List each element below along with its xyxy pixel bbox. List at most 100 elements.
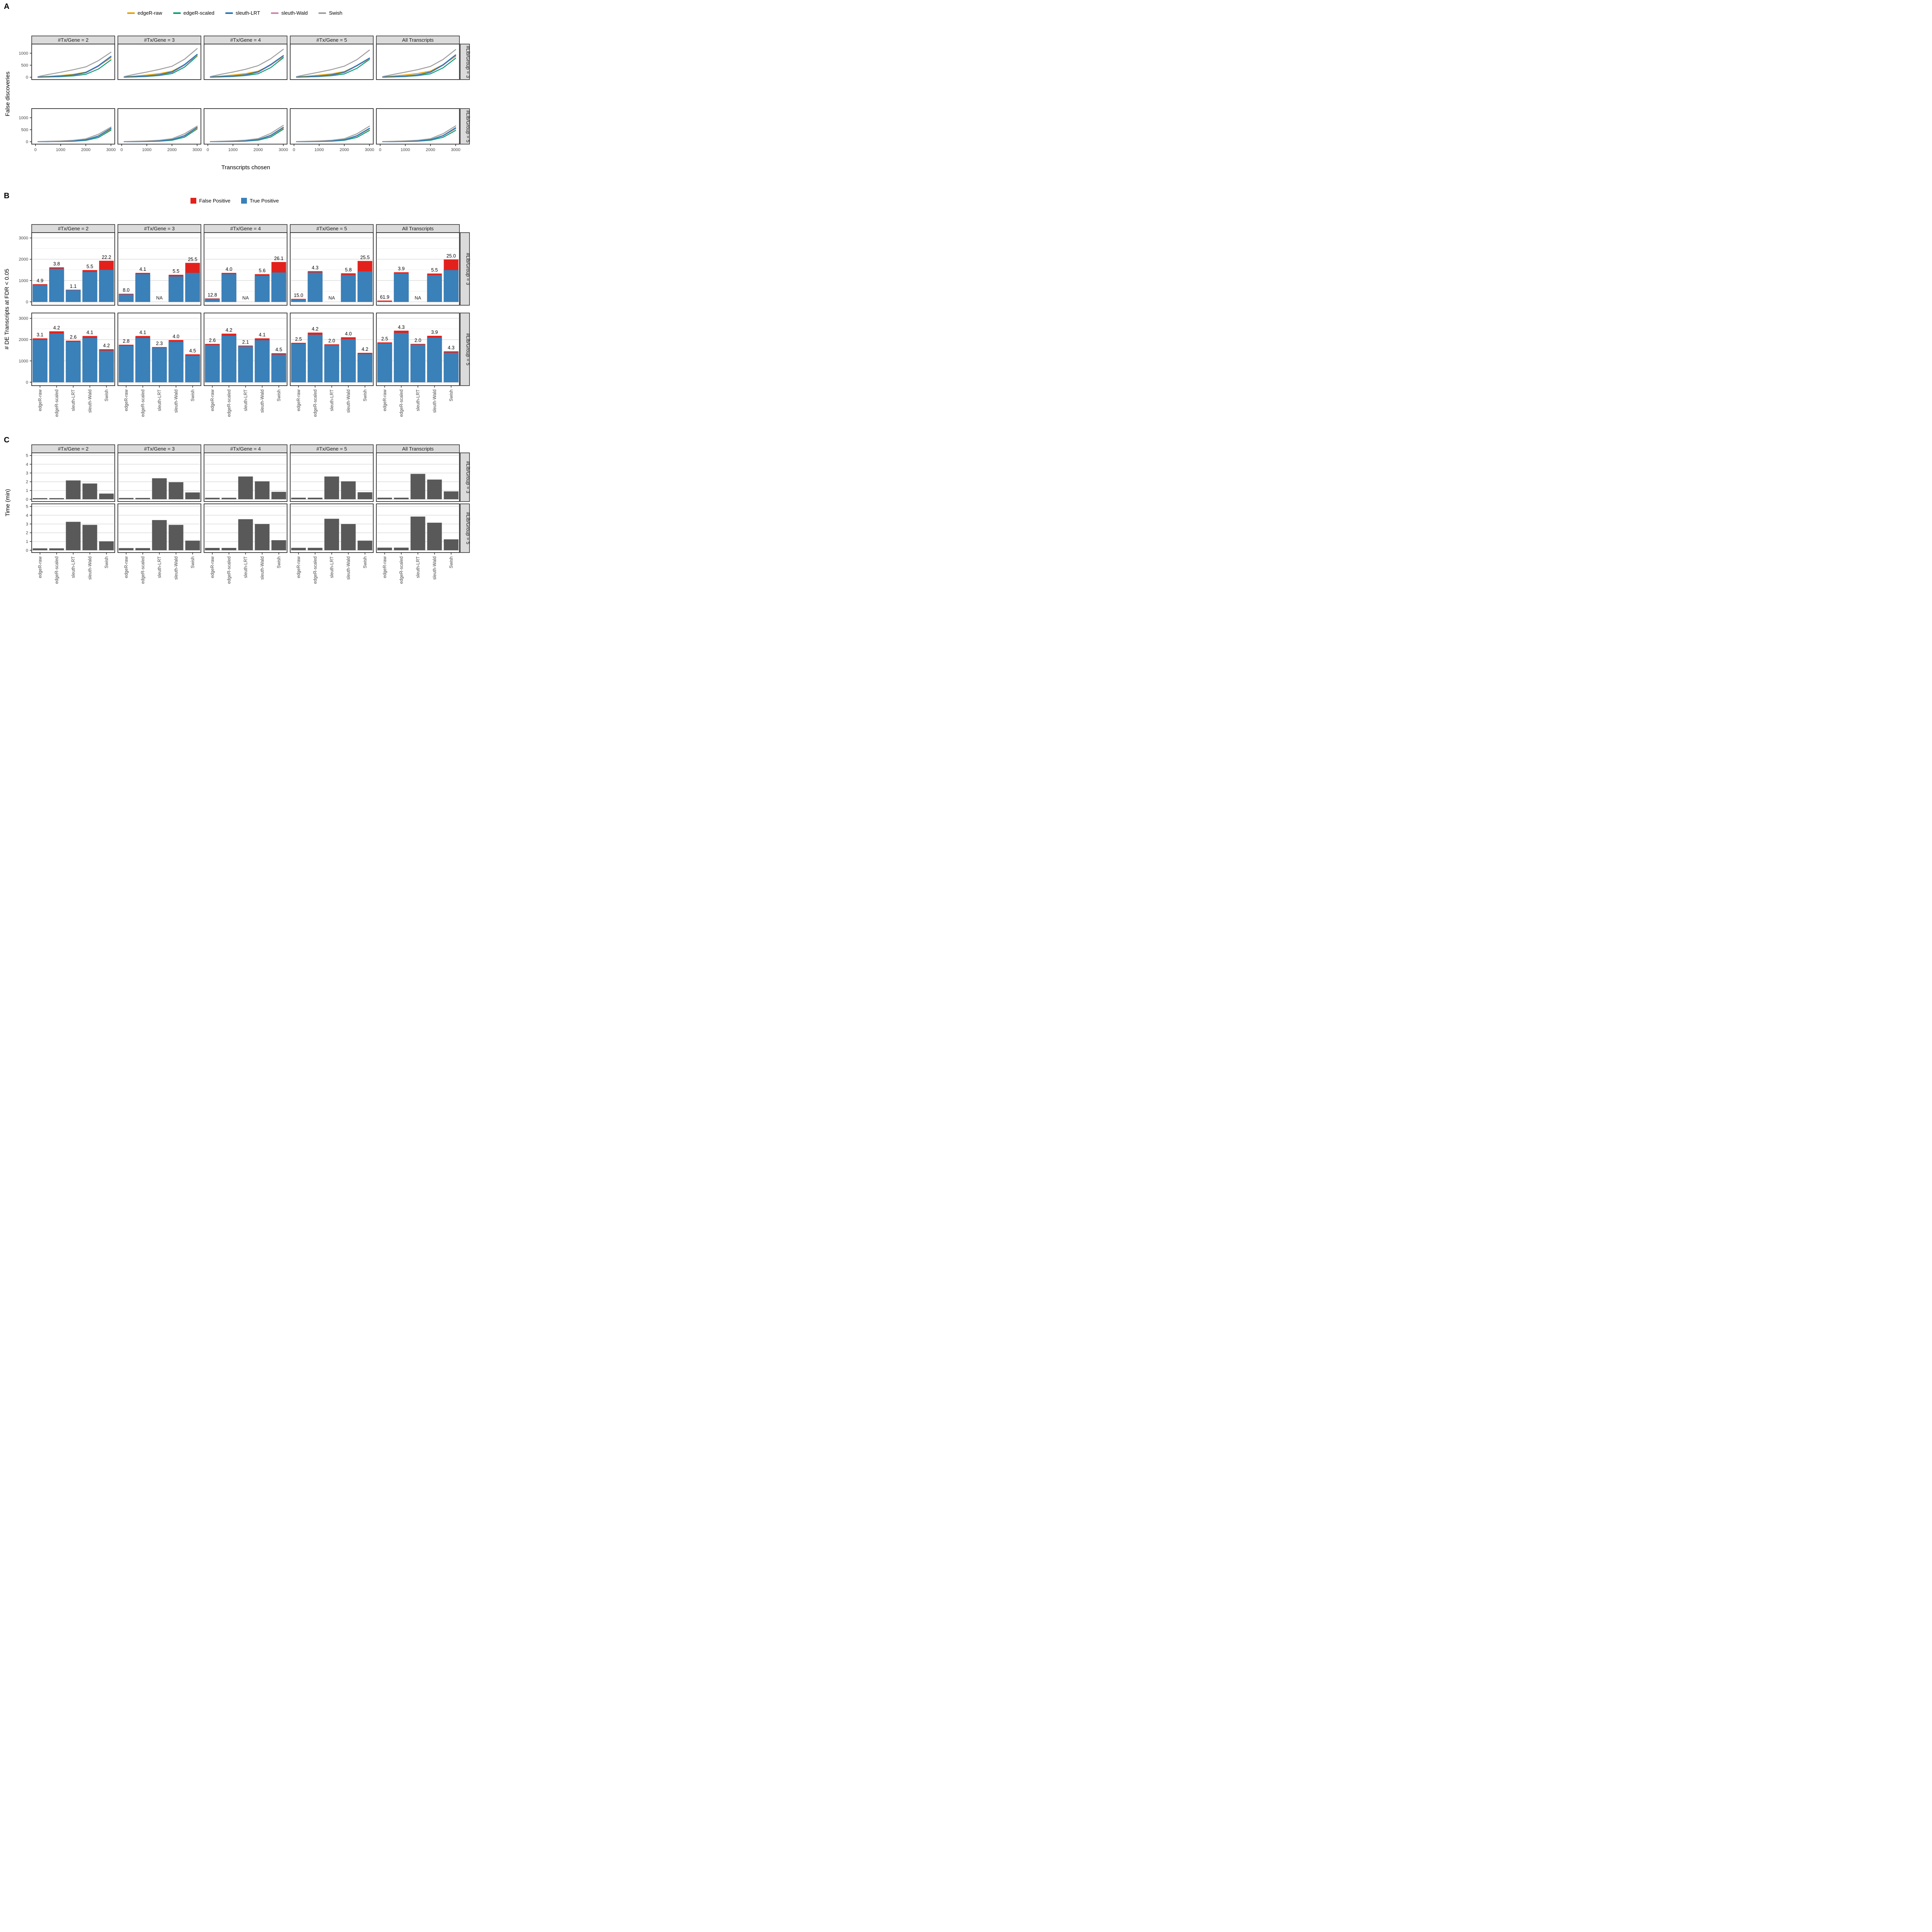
bar-false-positive-sleuth-Wald <box>255 274 270 276</box>
bar-time-sleuth-Wald <box>341 524 356 551</box>
bar-true-positive-Swish <box>357 354 372 383</box>
bar-true-positive-edgeR-raw <box>119 345 134 383</box>
x-tick-label: 1000 <box>142 148 151 152</box>
legend-label: False Positive <box>199 198 231 204</box>
line-series-Swish <box>37 126 112 142</box>
bar-true-positive-edgeR-raw <box>205 299 220 302</box>
x-category-label: Swish <box>105 389 109 401</box>
bar-true-positive-sleuth-LRT <box>66 289 81 302</box>
line-series-Swish <box>296 49 370 77</box>
bar-true-positive-sleuth-LRT <box>152 348 167 383</box>
bar-time-sleuth-LRT <box>238 476 253 500</box>
facet-header-label: #Tx/Gene = 3 <box>144 446 175 452</box>
legend-label: Swish <box>329 10 342 16</box>
bar-false-positive-sleuth-LRT <box>238 345 253 347</box>
row-strip-label: #Lib/Group = 3 <box>465 461 471 493</box>
bar-false-positive-sleuth-Wald <box>427 335 442 338</box>
bar-false-positive-Swish <box>271 262 286 272</box>
bar-time-edgeR-raw <box>119 498 134 500</box>
legend-item-true-positive: True Positive <box>241 198 279 204</box>
panel-b-legend: False Positive True Positive <box>0 198 469 204</box>
x-category-label: edgeR-raw <box>38 556 43 578</box>
x-tick-label: 3000 <box>365 148 374 152</box>
y-tick-label: 2000 <box>19 338 28 342</box>
bar-false-positive-edgeR-raw <box>205 344 220 345</box>
bar-true-positive-Swish <box>185 272 200 302</box>
fdr-percent-label: 2.8 <box>123 338 129 344</box>
bar-time-sleuth-Wald <box>427 480 442 500</box>
bar-time-sleuth-Wald <box>255 524 270 551</box>
x-category-label: edgeR-raw <box>383 389 388 411</box>
bar-false-positive-Swish <box>185 263 200 273</box>
facet-panel-border <box>204 44 287 80</box>
bar-false-positive-sleuth-LRT <box>410 344 425 345</box>
x-category-label: edgeR-scaled <box>313 556 318 584</box>
fdr-percent-label: 4.1 <box>87 330 93 335</box>
bar-time-edgeR-raw <box>291 548 306 551</box>
fdr-percent-label: 4.9 <box>37 278 43 283</box>
bar-true-positive-edgeR-scaled <box>308 272 323 302</box>
bar-time-Swish <box>444 539 459 551</box>
bar-time-edgeR-scaled <box>308 498 323 500</box>
x-category-label: Swish <box>363 556 368 568</box>
bar-time-edgeR-raw <box>205 548 220 551</box>
x-category-label: sleuth-Wald <box>260 556 265 580</box>
fdr-percent-label: 4.1 <box>139 267 146 272</box>
panel-b-letter: B <box>4 192 10 200</box>
legend-label: edgeR-scaled <box>183 10 214 16</box>
bar-time-sleuth-LRT <box>152 478 167 500</box>
bar-time-sleuth-Wald <box>82 525 97 551</box>
bar-false-positive-sleuth-Wald <box>82 336 97 338</box>
facet-panel-border <box>31 232 115 306</box>
bar-true-positive-sleuth-LRT <box>324 345 339 383</box>
x-tick-label: 3000 <box>279 148 288 152</box>
line-series-sleuth-LRT <box>124 54 198 78</box>
row-strip-label: #Lib/Group = 3 <box>465 253 471 285</box>
bar-time-edgeR-scaled <box>221 548 236 551</box>
legend-item-swish: Swish <box>318 10 342 16</box>
x-category-label: Swish <box>449 556 454 568</box>
facet-panel <box>31 108 115 145</box>
panel-b-y-axis-title: # DE Transcripts at FDR < 0.05 <box>3 269 10 350</box>
row-strip <box>460 503 470 553</box>
bar-true-positive-Swish <box>185 355 200 383</box>
row-strip-label: #Lib/Group = 5 <box>465 110 471 142</box>
edger-scaled-line-swatch <box>173 12 181 14</box>
fdr-percent-label: 26.1 <box>274 256 283 261</box>
x-category-label: sleuth-LRT <box>71 556 76 578</box>
y-tick-label: 500 <box>21 63 28 68</box>
fdr-percent-label: 5.5 <box>431 267 438 273</box>
bar-false-positive-sleuth-Wald <box>168 340 184 342</box>
line-series-Swish <box>124 48 198 77</box>
facet-panel-border <box>117 108 201 145</box>
bar-true-positive-edgeR-scaled <box>49 269 64 302</box>
y-tick-label: 2 <box>26 480 28 485</box>
fdr-percent-label: 4.0 <box>345 331 352 337</box>
y-tick-label: 500 <box>21 128 28 133</box>
facet-header-label: All Transcripts <box>402 226 434 231</box>
legend-item-sleuth-lrt: sleuth-LRT <box>225 10 260 16</box>
fdr-percent-label: 4.2 <box>226 327 232 333</box>
facet-header-label: #Tx/Gene = 4 <box>230 226 261 231</box>
x-tick-label: 2000 <box>253 148 263 152</box>
row-strip-label: #Lib/Group = 5 <box>465 512 471 544</box>
panel-a-letter: A <box>4 2 10 11</box>
x-category-label: sleuth-Wald <box>174 556 179 580</box>
x-tick-label: 1000 <box>401 148 410 152</box>
x-category-label: sleuth-LRT <box>244 389 248 411</box>
y-tick-label: 1000 <box>19 51 28 56</box>
facet-header-label: #Tx/Gene = 3 <box>144 226 175 231</box>
x-category-label: edgeR-scaled <box>227 556 232 584</box>
bar-time-Swish <box>271 540 286 551</box>
panel-a-legend: edgeR-raw edgeR-scaled sleuth-LRT sleuth… <box>0 10 469 16</box>
bar-false-positive-edgeR-scaled <box>394 272 409 274</box>
bar-time-sleuth-Wald <box>341 481 356 500</box>
line-series-Swish <box>37 51 112 77</box>
x-category-label: Swish <box>105 556 109 568</box>
legend-item-edger-raw: edgeR-raw <box>127 10 162 16</box>
bar-time-edgeR-raw <box>291 498 306 500</box>
y-tick-label: 0 <box>26 548 28 553</box>
bar-true-positive-Swish <box>271 272 286 302</box>
bar-time-edgeR-raw <box>32 548 48 551</box>
bar-time-sleuth-Wald <box>168 482 184 500</box>
